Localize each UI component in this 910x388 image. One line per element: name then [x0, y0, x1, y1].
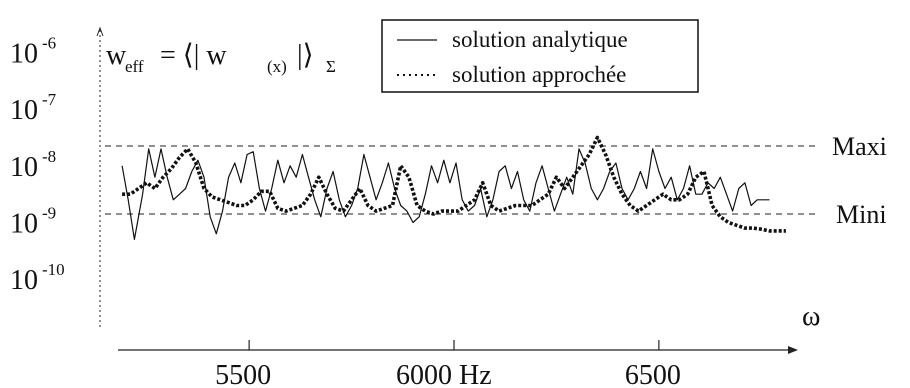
x-tick-label: 6500 — [625, 360, 681, 388]
y-axis-arrow — [96, 26, 104, 37]
series-line-approchee — [122, 135, 786, 233]
x-axis-label: ω — [802, 301, 820, 332]
x-tick-label: 6000 Hz — [396, 360, 492, 388]
legend-label-analytique: solution analytique — [452, 27, 628, 52]
x-tick-marks: 5500 6000 Hz 6500 — [215, 340, 681, 388]
ylabel-eq: = ⟨| w — [160, 40, 227, 71]
y-tick-exponent: -7 — [42, 90, 57, 109]
ylabel-w-sub: (x) — [267, 57, 287, 76]
x-tick-label: 5500 — [215, 360, 271, 388]
y-tick-labels: 10-610-710-810-910-10 — [10, 34, 65, 296]
y-tick-label: 10 — [10, 152, 38, 183]
ylabel-close: |⟩ — [297, 40, 314, 71]
ylabel-outer-sub: Σ — [326, 57, 336, 76]
legend-label-approchee: solution approchée — [452, 62, 626, 87]
y-tick-label: 10 — [10, 208, 38, 239]
reference-label-maxi: Maxi — [832, 132, 887, 161]
y-axis-label: w eff = ⟨| w (x) |⟩ Σ — [106, 40, 336, 76]
ylabel-main: w — [106, 40, 127, 71]
y-tick-exponent: -8 — [42, 147, 56, 166]
y-tick-exponent: -6 — [42, 34, 56, 53]
legend: solution analytique solution approchée — [381, 19, 699, 93]
y-tick-exponent: -9 — [42, 203, 56, 222]
y-tick-label: 10 — [10, 95, 38, 126]
y-tick-exponent: -10 — [42, 260, 65, 279]
y-tick-label: 10 — [10, 265, 38, 296]
reference-label-mini: Mini — [836, 200, 887, 229]
series-line-analytique — [121, 148, 770, 240]
ylabel-main-sub: eff — [125, 57, 144, 76]
y-tick-label: 10 — [10, 39, 38, 70]
x-axis-arrow — [788, 346, 798, 354]
legend-box — [381, 19, 699, 93]
